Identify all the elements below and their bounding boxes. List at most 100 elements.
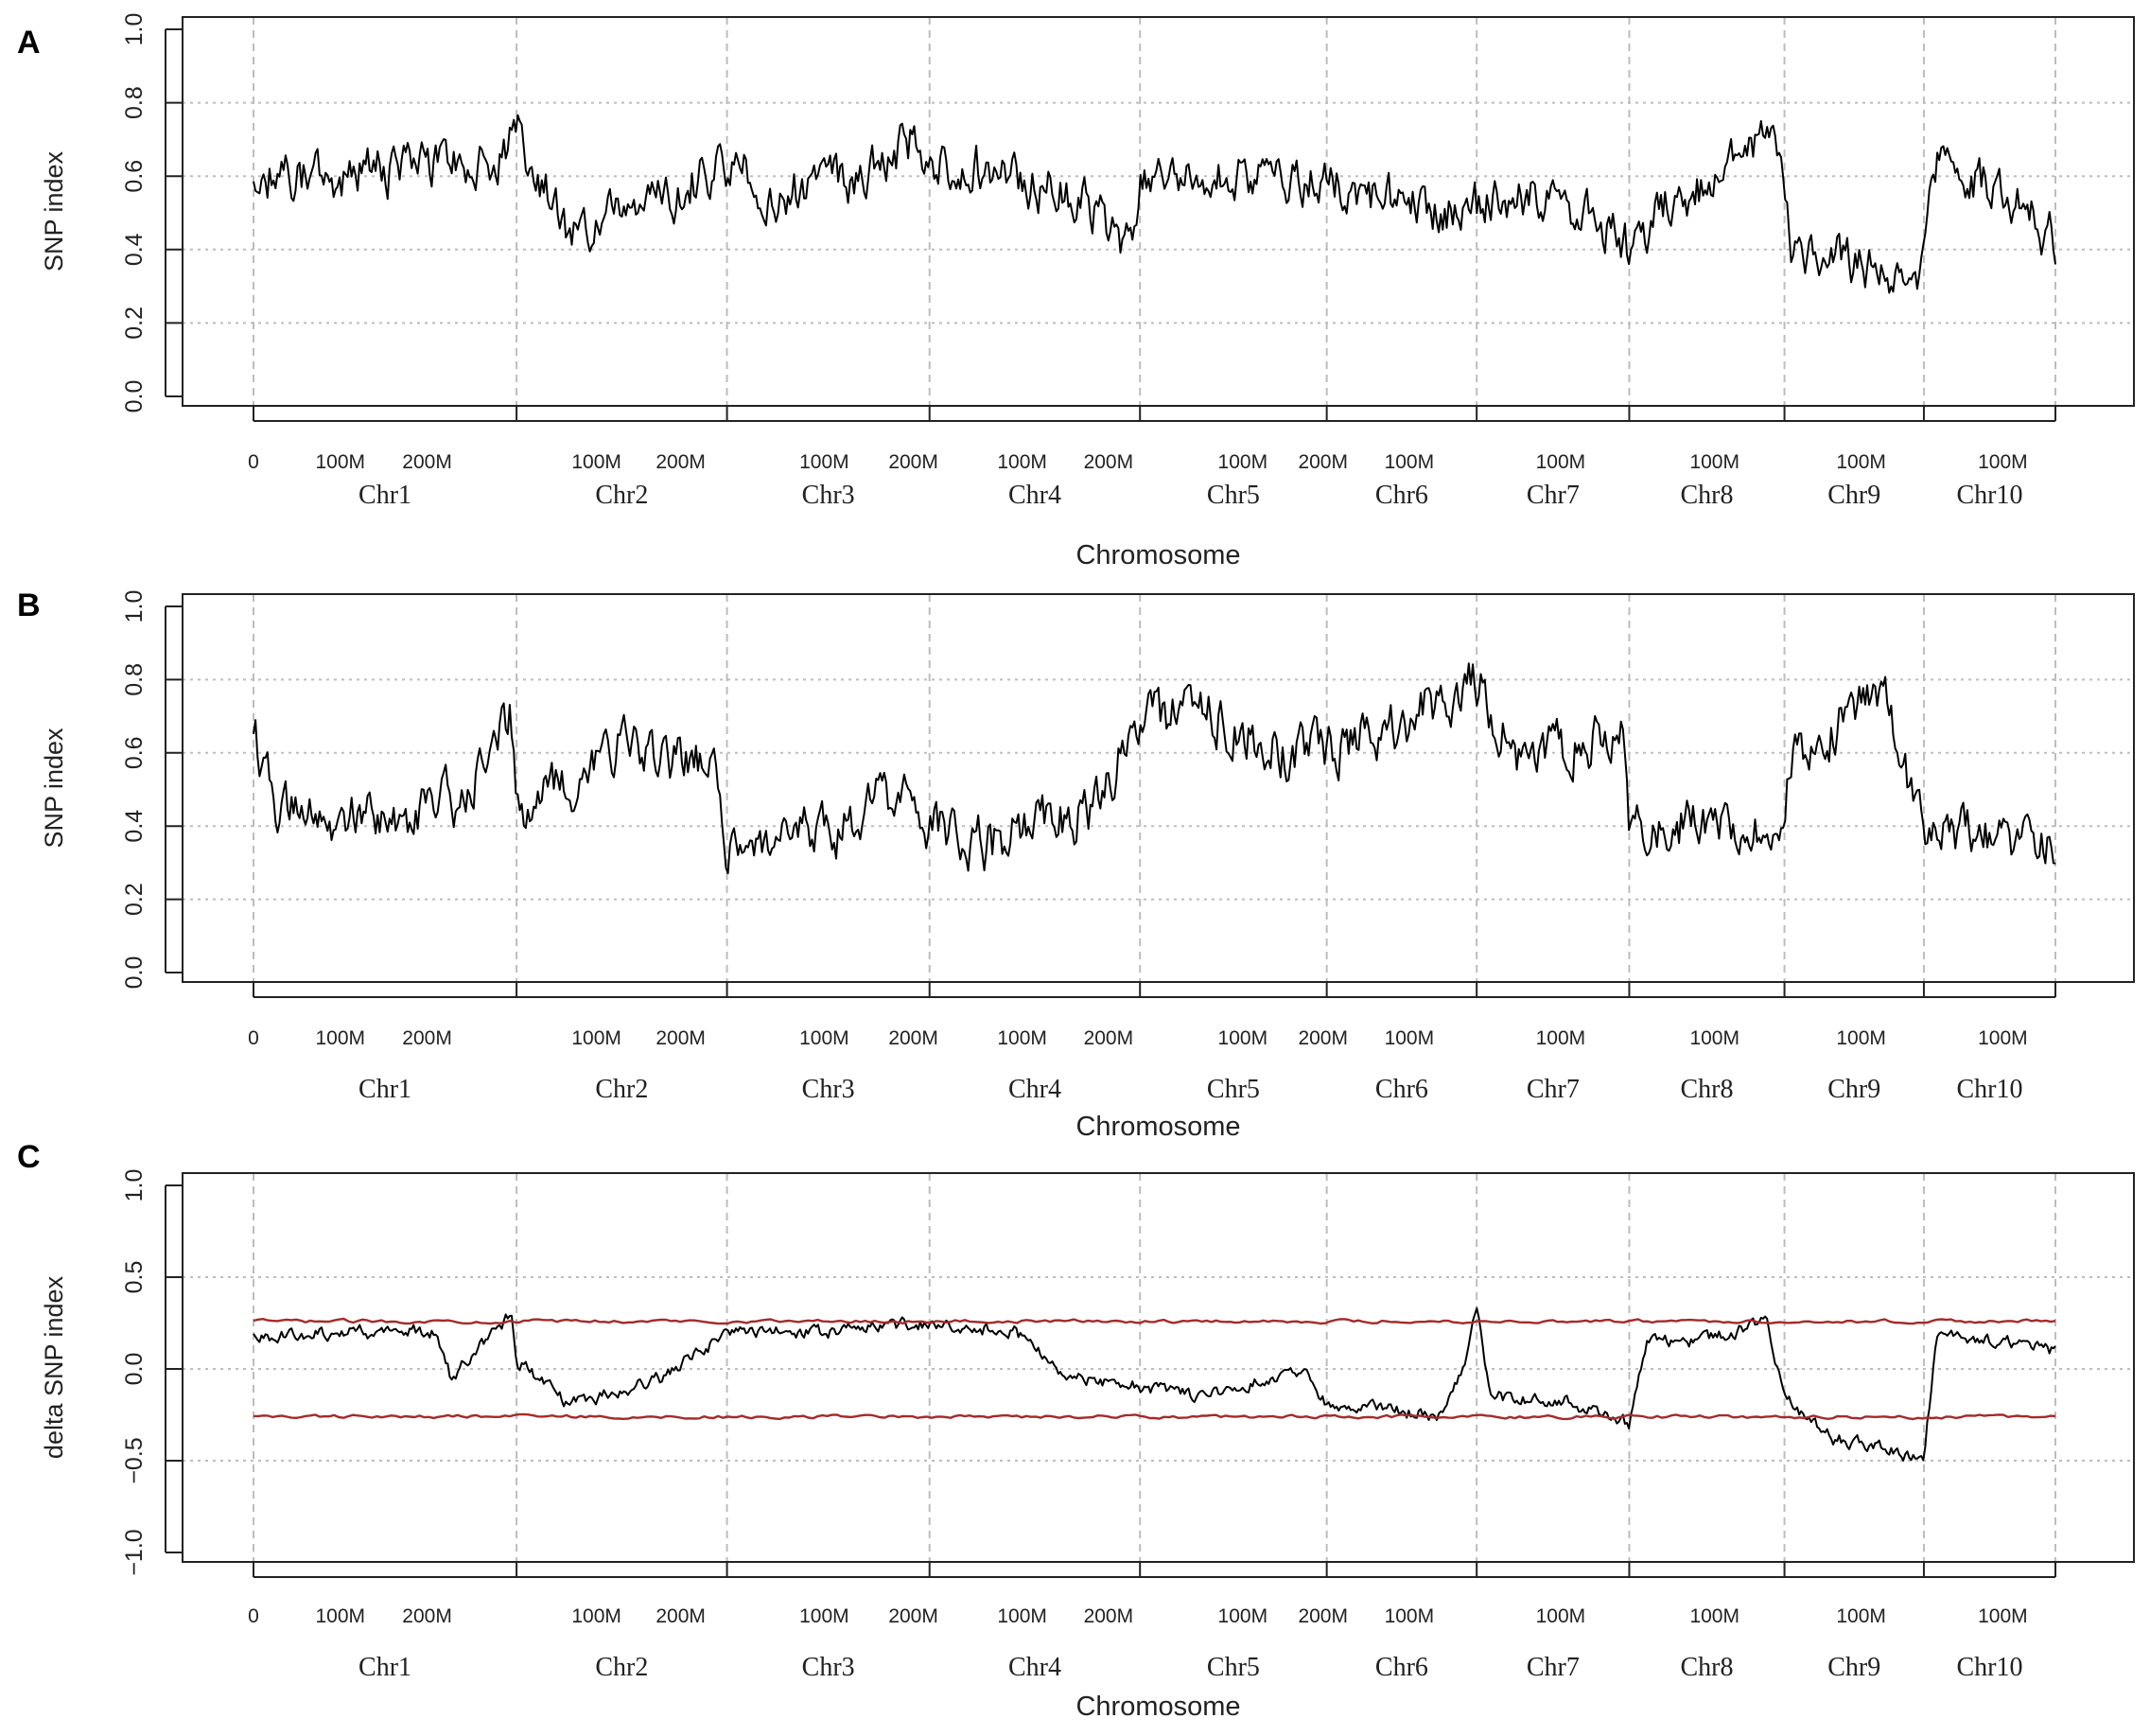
x-tick-label: 100M xyxy=(571,1605,621,1627)
y-tick-label: 0.6 xyxy=(121,160,148,193)
x-tick-label: 100M xyxy=(1385,1605,1435,1627)
y-tick-label: −1.0 xyxy=(121,1529,148,1575)
x-tick-label: 100M xyxy=(1218,451,1268,473)
x-tick-label: 100M xyxy=(1385,451,1435,473)
chromosome-label: Chr6 xyxy=(1375,1075,1428,1104)
y-axis-title: SNP index xyxy=(40,150,68,272)
chromosome-label: Chr7 xyxy=(1527,1653,1580,1682)
x-tick-label: 100M xyxy=(316,451,366,473)
x-tick-label: 200M xyxy=(1084,1027,1134,1049)
x-tick-label: 100M xyxy=(1536,1027,1586,1049)
panel-b: B 0.0 0.2 0.4 0.6 0.8 1.0 SNP index 0 100M 200M 100… xyxy=(17,587,2135,1142)
x-tick-label: 100M xyxy=(1978,451,2028,473)
chromosome-label: Chr1 xyxy=(358,1075,411,1104)
chromosome-label: Chr5 xyxy=(1207,1075,1260,1104)
chromosome-label: Chr5 xyxy=(1207,481,1260,510)
x-tick-label: 100M xyxy=(1836,1605,1886,1627)
chromosome-label: Chr1 xyxy=(358,1653,411,1682)
chromosome-label: Chr2 xyxy=(595,1075,648,1104)
x-tick-label: 200M xyxy=(402,1027,452,1049)
chromosome-label: Chr9 xyxy=(1827,481,1880,510)
plot-frame xyxy=(182,1172,2135,1563)
x-tick-label: 200M xyxy=(655,451,706,473)
x-axis-title: Chromosome xyxy=(1075,540,1240,570)
y-tick-label: 0.0 xyxy=(121,1353,148,1386)
x-tick-label: 100M xyxy=(571,451,621,473)
snp-index-line xyxy=(253,114,2056,294)
x-tick-label: 200M xyxy=(888,1605,938,1627)
delta-snp-index-line xyxy=(253,1306,2056,1462)
x-tick-label: 100M xyxy=(799,451,849,473)
y-tick-label: 0.4 xyxy=(121,233,148,266)
plot-frame xyxy=(182,593,2135,983)
x-tick-label: 100M xyxy=(799,1605,849,1627)
x-tick-label: 100M xyxy=(1218,1027,1268,1049)
x-tick-label: 200M xyxy=(1298,1027,1348,1049)
chromosome-label: Chr7 xyxy=(1527,1075,1580,1104)
chromosome-label: Chr8 xyxy=(1681,481,1734,510)
lower-threshold-line xyxy=(253,1412,2056,1421)
x-tick-label: 100M xyxy=(1836,1027,1886,1049)
y-tick-label: 0.2 xyxy=(121,307,148,340)
y-tick-label: 0.8 xyxy=(121,86,148,119)
x-tick-label: 200M xyxy=(402,1605,452,1627)
x-axis-title: Chromosome xyxy=(1075,1692,1240,1722)
x-tick-label: 200M xyxy=(1298,1605,1348,1627)
panel-label: B xyxy=(17,587,41,623)
y-tick-label: 0.6 xyxy=(121,736,148,769)
x-tick-label: 100M xyxy=(571,1027,621,1049)
y-tick-label: −0.5 xyxy=(121,1437,148,1483)
y-axis-title: SNP index xyxy=(40,728,68,849)
y-tick-label: 1.0 xyxy=(121,590,148,623)
chromosome-label: Chr3 xyxy=(802,1653,855,1682)
x-tick-label: 100M xyxy=(1689,451,1739,473)
y-axis-title: delta SNP index xyxy=(40,1275,68,1459)
chromosome-label: Chr1 xyxy=(358,481,411,510)
chromosome-label: Chr4 xyxy=(1008,1075,1061,1104)
x-tick-label: 0 xyxy=(248,1605,259,1627)
chromosome-label: Chr9 xyxy=(1827,1075,1880,1104)
x-tick-label: 100M xyxy=(316,1027,366,1049)
chromosome-label: Chr7 xyxy=(1527,481,1580,510)
panel-label: C xyxy=(17,1139,41,1175)
x-tick-label: 100M xyxy=(997,451,1047,473)
chromosome-label: Chr4 xyxy=(1008,1653,1061,1682)
x-tick-label: 100M xyxy=(997,1027,1047,1049)
chromosome-label: Chr5 xyxy=(1207,1653,1260,1682)
x-tick-label: 200M xyxy=(1298,451,1348,473)
x-tick-label: 100M xyxy=(997,1605,1047,1627)
upper-threshold-line xyxy=(253,1317,2056,1325)
y-tick-label: 1.0 xyxy=(121,13,148,46)
x-tick-label: 100M xyxy=(1689,1605,1739,1627)
x-tick-label: 200M xyxy=(402,451,452,473)
x-tick-label: 200M xyxy=(888,451,938,473)
chromosome-label: Chr10 xyxy=(1956,1653,2022,1682)
chromosome-label: Chr6 xyxy=(1375,481,1428,510)
x-tick-label: 200M xyxy=(655,1027,706,1049)
x-tick-label: 100M xyxy=(1218,1605,1268,1627)
chromosome-label: Chr2 xyxy=(595,1653,648,1682)
y-tick-label: 0.5 xyxy=(121,1261,148,1294)
plot-frame xyxy=(182,16,2135,407)
chromosome-label: Chr6 xyxy=(1375,1653,1428,1682)
x-tick-label: 100M xyxy=(1689,1027,1739,1049)
chromosome-label: Chr10 xyxy=(1956,481,2022,510)
x-tick-label: 200M xyxy=(888,1027,938,1049)
x-tick-label: 100M xyxy=(316,1605,366,1627)
y-tick-label: 0.4 xyxy=(121,810,148,843)
x-tick-label: 200M xyxy=(1084,451,1134,473)
x-tick-label: 100M xyxy=(1978,1605,2028,1627)
y-tick-label: 0.2 xyxy=(121,883,148,916)
chromosome-label: Chr8 xyxy=(1681,1075,1734,1104)
y-tick-label: 0.0 xyxy=(121,380,148,413)
chromosome-label: Chr2 xyxy=(595,481,648,510)
chromosome-label: Chr9 xyxy=(1827,1653,1880,1682)
x-tick-label: 0 xyxy=(248,451,259,473)
snp-index-line xyxy=(253,662,2056,875)
chromosome-label: Chr3 xyxy=(802,481,855,510)
panel-a: A 0.0 0.2 0.4 0.6 0.8 1.0 SNP index 0 100M 200M 100… xyxy=(17,13,2135,570)
panel-label: A xyxy=(17,25,41,61)
x-tick-label: 100M xyxy=(1836,451,1886,473)
x-tick-label: 100M xyxy=(1978,1027,2028,1049)
